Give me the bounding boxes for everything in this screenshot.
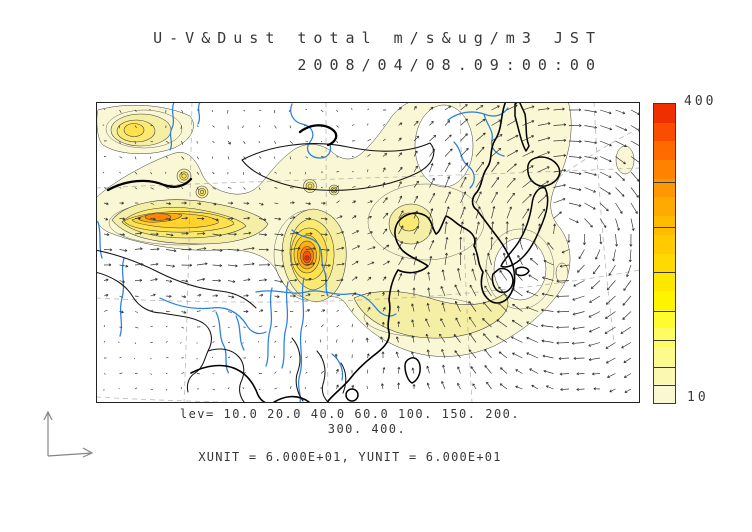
colorbar-segment <box>654 141 675 161</box>
colorbar-segment <box>654 272 675 291</box>
graticule-lines <box>96 102 640 403</box>
colorbar-segment <box>654 160 675 179</box>
rivers <box>97 102 509 403</box>
colorbar-tick <box>654 271 675 273</box>
colorbar-segment <box>654 290 675 310</box>
colorbar-segment <box>654 104 675 123</box>
colorbar-segment <box>654 346 675 366</box>
colorbar-segment <box>654 216 675 235</box>
dust-contour-fills <box>96 102 635 357</box>
colorbar-segment <box>654 234 675 254</box>
wind-arrows <box>102 104 640 393</box>
colorbar-segment <box>654 384 675 403</box>
taiwan-island <box>404 357 421 384</box>
colorbar-tick <box>654 385 675 387</box>
colorbar-tick <box>654 227 675 229</box>
colorbar-tick <box>654 367 675 369</box>
page-title: U-V&Dust total m/s&ug/m3 JST <box>153 29 602 47</box>
colorbar-segment <box>654 178 675 198</box>
wind-vector-field <box>102 104 640 393</box>
vector-scale-axes-icon <box>43 410 94 458</box>
colorbar-max-label: 400 <box>684 94 717 109</box>
colorbar-segment <box>654 328 675 347</box>
kyushu-island <box>491 267 514 294</box>
colorbar <box>653 103 676 404</box>
colorbar-tick <box>654 339 675 341</box>
honshu-island <box>500 186 549 268</box>
colorbar-segment <box>654 365 675 385</box>
colorbar-segment <box>654 197 675 217</box>
contour-level-legend: lev= 10.0 20.0 40.0 60.0 100. 150. 200. 3… <box>70 407 630 437</box>
axis-units-label: XUNIT = 6.000E+01, YUNIT = 6.000E+01 <box>198 450 502 464</box>
hokkaido-island <box>527 156 561 187</box>
colorbar-gradient <box>654 104 675 403</box>
colorbar-min-label: 10 <box>687 390 709 405</box>
dust-wind-map <box>96 102 640 403</box>
colorbar-segment <box>654 253 675 273</box>
colorbar-segment <box>654 309 675 329</box>
colorbar-tick <box>654 310 675 312</box>
legend-levels-line1: lev= 10.0 20.0 40.0 60.0 100. 150. 200. <box>179 407 521 421</box>
colorbar-segment <box>654 122 675 142</box>
colorbar-tick <box>654 182 675 184</box>
legend-levels-line2: 300. 400. <box>327 422 407 436</box>
shikoku-island <box>515 266 530 277</box>
hainan-island <box>345 388 359 402</box>
map-frame <box>96 102 640 403</box>
country-borders <box>96 124 435 403</box>
plot-timestamp: 2008/04/08.09:00:00 <box>297 56 602 74</box>
coastlines <box>190 102 561 403</box>
